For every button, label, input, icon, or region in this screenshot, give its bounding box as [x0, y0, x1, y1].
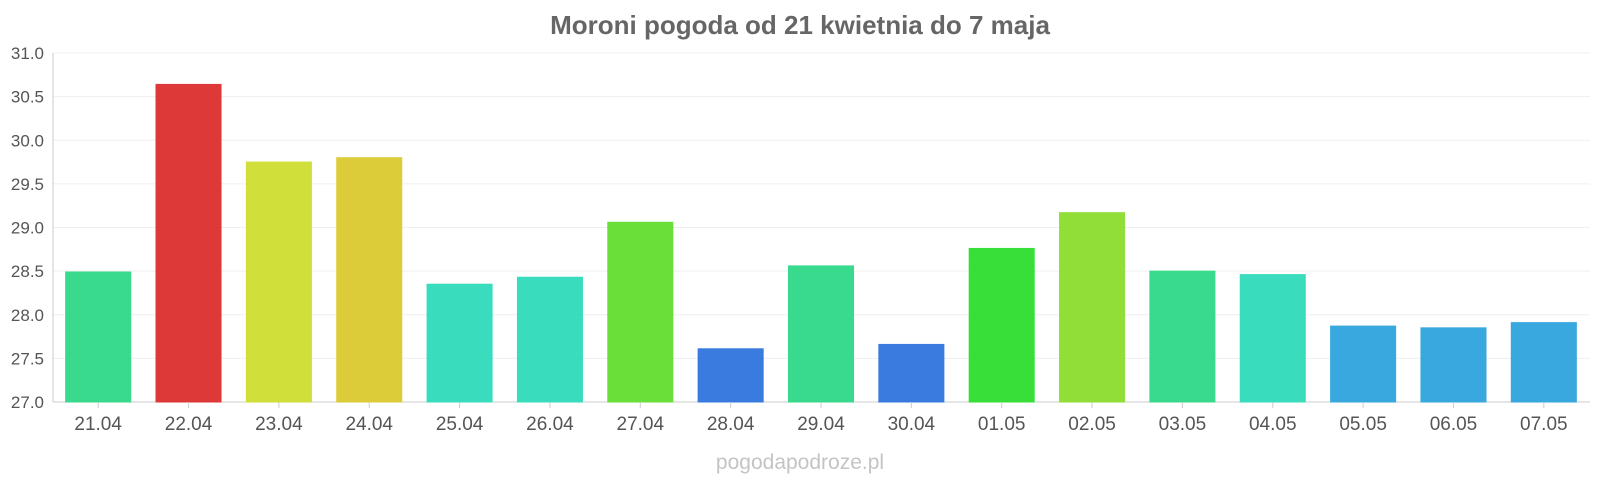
bar-28.04: [697, 348, 764, 403]
watermark: pogodapodroze.pl: [715, 451, 885, 474]
bar-04.05: [1239, 274, 1306, 403]
bar-26.04: [516, 276, 583, 403]
bar-25.04: [426, 283, 493, 403]
y-tick-label: 29.5: [11, 175, 44, 194]
x-tick-label: 26.04: [526, 414, 574, 435]
x-tick-label: 27.04: [617, 414, 665, 435]
x-tick-label: 06.05: [1430, 414, 1478, 435]
bar-07.05: [1510, 322, 1577, 403]
bar-30.04: [878, 343, 945, 403]
x-tick-label: 21.04: [74, 414, 122, 435]
x-tick-label: 05.05: [1339, 414, 1387, 435]
bar-22.04: [155, 83, 222, 403]
y-tick-label: 28.5: [11, 262, 44, 281]
chart-title: Moroni pogoda od 21 kwietnia do 7 maja: [550, 10, 1050, 40]
x-tick-label: 29.04: [797, 414, 845, 435]
x-tick-label: 24.04: [345, 414, 393, 435]
x-tick-label: 22.04: [165, 414, 213, 435]
bar-06.05: [1420, 327, 1487, 403]
bar-03.05: [1149, 270, 1216, 403]
y-tick-label: 31.0: [11, 44, 44, 63]
bar-01.05: [968, 247, 1035, 403]
y-tick-label: 30.0: [11, 131, 44, 150]
x-tick-label: 07.05: [1520, 414, 1568, 435]
x-tick-label: 23.04: [255, 414, 303, 435]
x-tick-label: 30.04: [888, 414, 936, 435]
y-tick-label: 27.0: [11, 393, 44, 412]
x-tick-label: 04.05: [1249, 414, 1297, 435]
bar-29.04: [787, 265, 855, 403]
x-tick-label: 01.05: [978, 414, 1026, 435]
x-tick-label: 28.04: [707, 414, 755, 435]
bar-24.04: [336, 157, 403, 403]
bar-27.04: [607, 221, 674, 403]
y-tick-label: 28.0: [11, 306, 44, 325]
bar-21.04: [65, 271, 132, 403]
bar-05.05: [1330, 325, 1397, 403]
bar-02.05: [1059, 212, 1126, 403]
x-tick-label: 03.05: [1159, 414, 1207, 435]
y-tick-label: 27.5: [11, 349, 44, 368]
y-tick-label: 29.0: [11, 219, 44, 238]
bar-23.04: [245, 161, 312, 403]
y-tick-label: 30.5: [11, 88, 44, 107]
x-tick-label: 25.04: [436, 414, 484, 435]
x-tick-label: 02.05: [1068, 414, 1116, 435]
